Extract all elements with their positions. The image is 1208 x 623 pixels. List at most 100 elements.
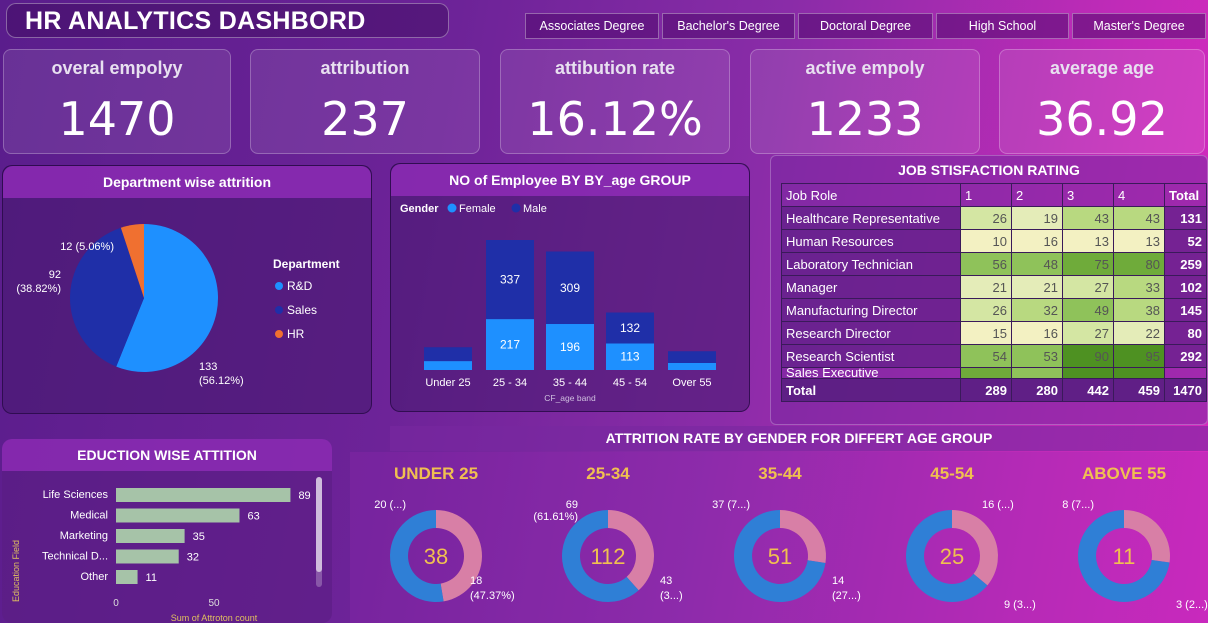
age-bar-female[interactable] [486,319,534,370]
edu-bar-value: 89 [298,490,310,502]
table-row[interactable]: Research Scientist 54 53 90 95 292 [781,344,1207,368]
donut-label-b-pct: (47.37%) [470,590,515,602]
age-x-tick-label: Under 25 [425,377,470,389]
table-row[interactable]: Laboratory Technician 56 48 75 80 259 [781,252,1207,276]
pie-slice-hr[interactable] [120,224,144,298]
donut-center-total: 11 [1113,544,1136,569]
col-header-4[interactable]: 4 [1113,183,1165,207]
pie-data-label: 92 [49,269,61,281]
col-header-3[interactable]: 3 [1062,183,1114,207]
rating-cell: 38 [1113,298,1165,322]
edu-y-axis-title: Education Field [11,540,21,602]
job-role-cell: Healthcare Representative [781,206,961,230]
rating-cell [1113,367,1165,379]
job-satisfaction-panel: JOB STISFACTION RATING Job Role 1 2 3 4 … [770,155,1208,425]
age-bar-label-female: 113 [620,350,639,364]
age-bar-male[interactable] [546,251,594,325]
edu-bar[interactable] [116,570,138,584]
age-bar-female[interactable] [668,362,716,370]
gender-age-donuts: UNDER 25 38 20 (...) 18 (47.37%) 25-34 112 69(6… [374,464,1208,611]
pie-legend-item[interactable]: R&D [287,279,313,293]
legend-female-label[interactable]: Female [459,203,496,215]
age-group-title: NO of Employee BY BY_age GROUP [391,164,749,196]
age-bar-male[interactable] [668,351,716,363]
donut-label-b: 18 [470,575,482,587]
filter-masters-degree[interactable]: Master's Degree [1072,13,1206,39]
col-header-1[interactable]: 1 [960,183,1012,207]
edu-category-label: Medical [70,510,108,522]
col-header-total[interactable]: Total [1164,183,1207,207]
donut-segment-b[interactable] [436,510,483,602]
kpi-label: overal empolyy [51,58,183,78]
job-satisfaction-title: JOB STISFACTION RATING [898,162,1080,178]
donut-segment-b[interactable] [1124,510,1170,563]
filter-high-school[interactable]: High School [936,13,1069,39]
age-bar-male[interactable] [424,347,472,362]
edu-scrollbar-thumb[interactable] [316,477,322,572]
row-total-cell: 131 [1164,206,1207,230]
rating-cell: 53 [1011,344,1063,368]
legend-female-marker [447,203,457,213]
edu-bar[interactable] [116,549,179,564]
edu-tick-0: 0 [113,598,119,609]
job-role-cell: Manager [781,275,961,299]
education-bar-chart: Education Field Life Sciences 89 Medical 63… [11,477,322,623]
age-bar-female[interactable] [606,343,654,370]
legend-male-label[interactable]: Male [523,203,547,215]
edu-bar[interactable] [116,529,185,543]
filter-associates-degree[interactable]: Associates Degree [525,13,659,39]
kpi-value: 36.92 [1036,92,1168,146]
total-label: Total [781,378,961,402]
kpi-value: 16.12% [527,92,703,146]
pie-legend-item[interactable]: Sales [287,303,317,317]
donut-segment-a[interactable] [562,510,639,602]
age-bar-label-female: 196 [560,340,580,354]
age-x-tick-label: 35 - 44 [553,377,587,389]
donut-group-title: UNDER 25 [394,464,478,483]
col-header-job-role[interactable]: Job Role [781,183,961,207]
donut-segment-b[interactable] [780,510,826,564]
pie-slice-sales[interactable] [70,227,144,367]
table-row[interactable]: Manager 21 21 27 33 102 [781,275,1207,299]
rating-cell: 49 [1062,298,1114,322]
col-header-2[interactable]: 2 [1011,183,1063,207]
table-row-partial[interactable]: Sales Executive [781,367,1207,379]
donut-group-title: 35-44 [758,464,802,483]
edu-bar-value: 63 [247,511,259,523]
donut-segment-a[interactable] [734,510,826,602]
rating-cell: 13 [1062,229,1114,253]
kpi-label: active empoly [805,58,925,78]
table-row[interactable]: Healthcare Representative 26 19 43 43 131 [781,206,1207,230]
donut-segment-a[interactable] [906,510,988,602]
rating-cell: 26 [960,206,1012,230]
column-total-cell: 459 [1113,378,1165,402]
pie-slice-rd[interactable] [116,224,219,372]
age-bar-female[interactable] [546,324,594,370]
rating-cell: 32 [1011,298,1063,322]
donut-label-a: 37 (7...) [712,499,750,511]
rating-cell: 21 [1011,275,1063,299]
edu-bar[interactable] [116,508,240,523]
column-total-cell: 280 [1011,378,1063,402]
job-satisfaction-table-wrap[interactable]: Job Role 1 2 3 4 Total Healthcare Repres… [781,183,1207,417]
pie-legend-item[interactable]: HR [287,327,305,341]
table-row[interactable]: Manufacturing Director 26 32 49 38 145 [781,298,1207,322]
age-bar-male[interactable] [486,240,534,320]
gender-age-panel: UNDER 25 38 20 (...) 18 (47.37%) 25-34 112 69 (6… [350,452,1208,623]
age-bar-male[interactable] [606,312,654,344]
donut-segment-b[interactable] [952,510,998,586]
table-row[interactable]: Human Resources 10 16 13 13 52 [781,229,1207,253]
donut-segment-b[interactable] [608,510,654,591]
donut-segment-a[interactable] [390,510,444,602]
age-bar-female[interactable] [424,361,472,370]
department-attrition-panel: Department wise attrition 133 (56.12%) 92 (… [2,165,372,414]
donut-segment-a[interactable] [1078,510,1170,602]
age-x-tick-label: Over 55 [672,377,711,389]
edu-bar[interactable] [116,488,291,502]
filter-bachelors-degree[interactable]: Bachelor's Degree [662,13,795,39]
filter-doctoral-degree[interactable]: Doctoral Degree [798,13,933,39]
row-total-cell [1164,367,1207,379]
table-row[interactable]: Research Director 15 16 27 22 80 [781,321,1207,345]
donut-label-b: 43 [660,575,672,587]
department-attrition-title: Department wise attrition [3,166,371,198]
